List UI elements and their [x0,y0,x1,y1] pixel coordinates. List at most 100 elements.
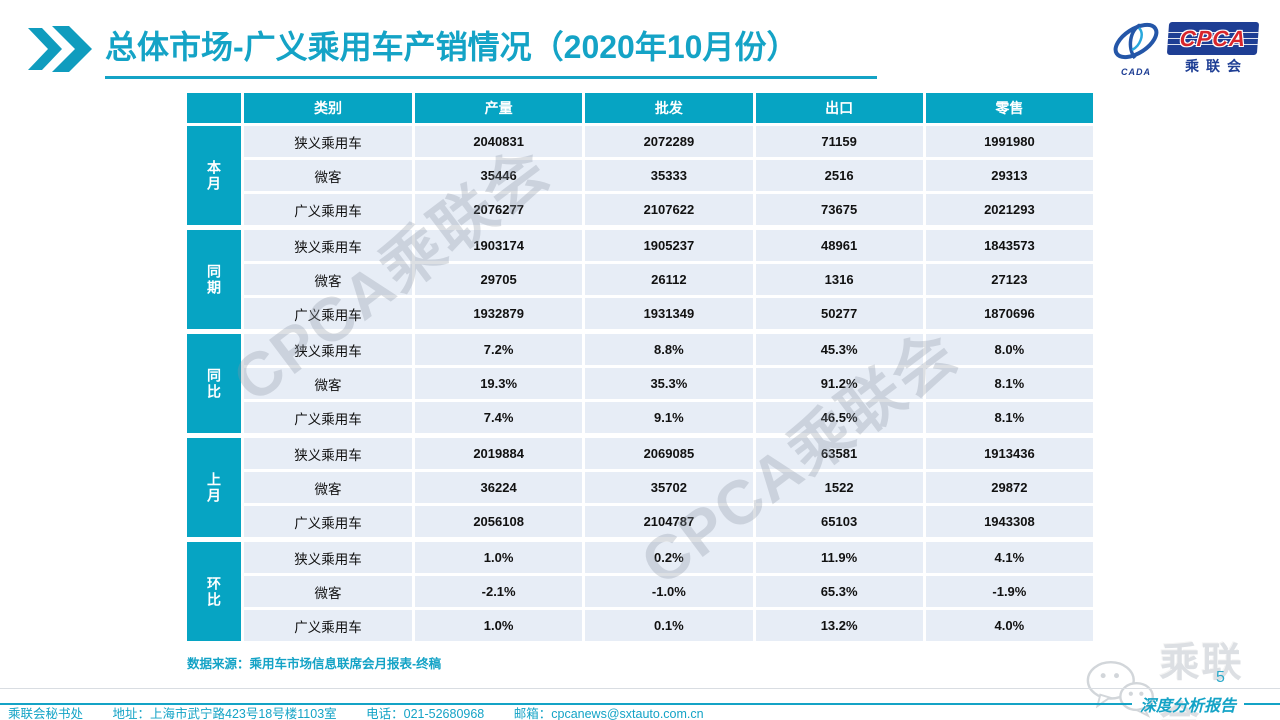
column-header-wholesale: 批发 [585,93,753,123]
banner-line-right [1244,703,1280,705]
cpca-label: CPCA [1178,25,1248,51]
value-cell: 2019884 [415,438,583,469]
banner-line-left [0,703,1132,705]
value-cell: 1991980 [925,126,1093,157]
value-cell: 46.5% [755,402,923,433]
category-cell: 广义乘用车 [244,194,412,225]
value-cell: 2056108 [415,506,583,537]
value-cell: 4.1% [925,542,1093,573]
value-cell: 29705 [415,264,583,295]
footer-contact-bar: 乘联会秘书处 地址：上海市武宁路423号18号楼1103室 电话：021-526… [8,703,1108,720]
category-cell: 微客 [244,576,412,607]
cada-label: CADA [1121,67,1151,77]
value-cell: 1843573 [925,230,1093,261]
column-header-retail: 零售 [925,93,1093,123]
value-cell: 0.2% [585,542,753,573]
table-row-group: 同期 狭义乘用车 1903174 1905237 48961 1843573 微客 29705… [187,230,1093,329]
column-header-export: 出口 [755,93,923,123]
table-row-group: 本月 狭义乘用车 2040831 2072289 71159 1991980 微客 35446… [187,126,1093,225]
value-cell: 1932879 [415,298,583,329]
row-group-label: 同期 [187,230,241,329]
value-cell: 29313 [925,160,1093,191]
row-group-label: 同比 [187,334,241,433]
table-row-group: 环比 狭义乘用车 1.0% 0.2% 11.9% 4.1% 微客 -2.1% -1.0% 65.3… [187,542,1093,641]
category-cell: 狭义乘用车 [244,334,412,365]
value-cell: 1.0% [415,610,583,641]
value-cell: 7.2% [415,334,583,365]
value-cell: 35333 [585,160,753,191]
value-cell: 63581 [755,438,923,469]
value-cell: 2072289 [585,126,753,157]
category-cell: 微客 [244,472,412,503]
value-cell: 8.1% [925,402,1093,433]
value-cell: 13.2% [755,610,923,641]
cpca-logo: CADA CPCA 乘联会 [1110,22,1260,77]
value-cell: 1905237 [585,230,753,261]
value-cell: 73675 [755,194,923,225]
category-cell: 狭义乘用车 [244,126,412,157]
value-cell: 1522 [755,472,923,503]
value-cell: 2516 [755,160,923,191]
value-cell: 65103 [755,506,923,537]
value-cell: 1870696 [925,298,1093,329]
value-cell: 91.2% [755,368,923,399]
data-table: 类别 产量 批发 出口 零售 本月 狭义乘用车 2040831 2072289 7115… [187,93,1093,641]
footer-email: 邮箱：cpcanews@sxtauto.com.cn [513,707,704,720]
cpca-emblem: CPCA 乘联会 [1166,22,1260,76]
column-header-category: 类别 [244,93,412,123]
category-cell: 狭义乘用车 [244,438,412,469]
value-cell: 19.3% [415,368,583,399]
value-cell: 29872 [925,472,1093,503]
value-cell: 2069085 [585,438,753,469]
category-cell: 广义乘用车 [244,298,412,329]
value-cell: 36224 [415,472,583,503]
value-cell: 1316 [755,264,923,295]
value-cell: 35702 [585,472,753,503]
row-group-label: 本月 [187,126,241,225]
category-cell: 微客 [244,160,412,191]
category-cell: 狭义乘用车 [244,542,412,573]
category-cell: 广义乘用车 [244,610,412,641]
category-cell: 微客 [244,264,412,295]
page-title: 总体市场-广义乘用车产销情况（2020年10月份） [105,22,877,79]
value-cell: 9.1% [585,402,753,433]
value-cell: 2021293 [925,194,1093,225]
value-cell: -1.0% [585,576,753,607]
value-cell: 50277 [755,298,923,329]
value-cell: -2.1% [415,576,583,607]
cada-swoosh-icon [1113,22,1159,60]
value-cell: 1931349 [585,298,753,329]
value-cell: 2107622 [585,194,753,225]
value-cell: 8.0% [925,334,1093,365]
value-cell: 2076277 [415,194,583,225]
footer-org: 乘联会秘书处 [8,707,84,720]
value-cell: 35.3% [585,368,753,399]
value-cell: 11.9% [755,542,923,573]
data-source-note: 数据来源：乘用车市场信息联席会月报表-终稿 [187,657,442,671]
table-header-corner [187,93,241,123]
cpca-cn-label: 乘联会 [1185,58,1248,74]
column-header-production: 产量 [415,93,583,123]
category-cell: 狭义乘用车 [244,230,412,261]
double-chevron-icon [28,26,92,72]
value-cell: 4.0% [925,610,1093,641]
table-row-group: 上月 狭义乘用车 2019884 2069085 63581 1913436 微客 36224… [187,438,1093,537]
value-cell: 7.4% [415,402,583,433]
category-cell: 微客 [244,368,412,399]
footer-address: 地址：上海市武宁路423号18号楼1103室 [112,707,337,720]
value-cell: 2040831 [415,126,583,157]
value-cell: -1.9% [925,576,1093,607]
report-type-label: 深度分析报告 [1139,698,1236,715]
value-cell: 2104787 [585,506,753,537]
value-cell: 65.3% [755,576,923,607]
cpca-box: CPCA [1166,22,1260,55]
value-cell: 1.0% [415,542,583,573]
value-cell: 1943308 [925,506,1093,537]
value-cell: 8.8% [585,334,753,365]
value-cell: 48961 [755,230,923,261]
value-cell: 1903174 [415,230,583,261]
value-cell: 35446 [415,160,583,191]
table-header-row: 类别 产量 批发 出口 零售 [187,93,1093,123]
table-row-group: 同比 狭义乘用车 7.2% 8.8% 45.3% 8.0% 微客 19.3% 35.3% 91.2… [187,334,1093,433]
